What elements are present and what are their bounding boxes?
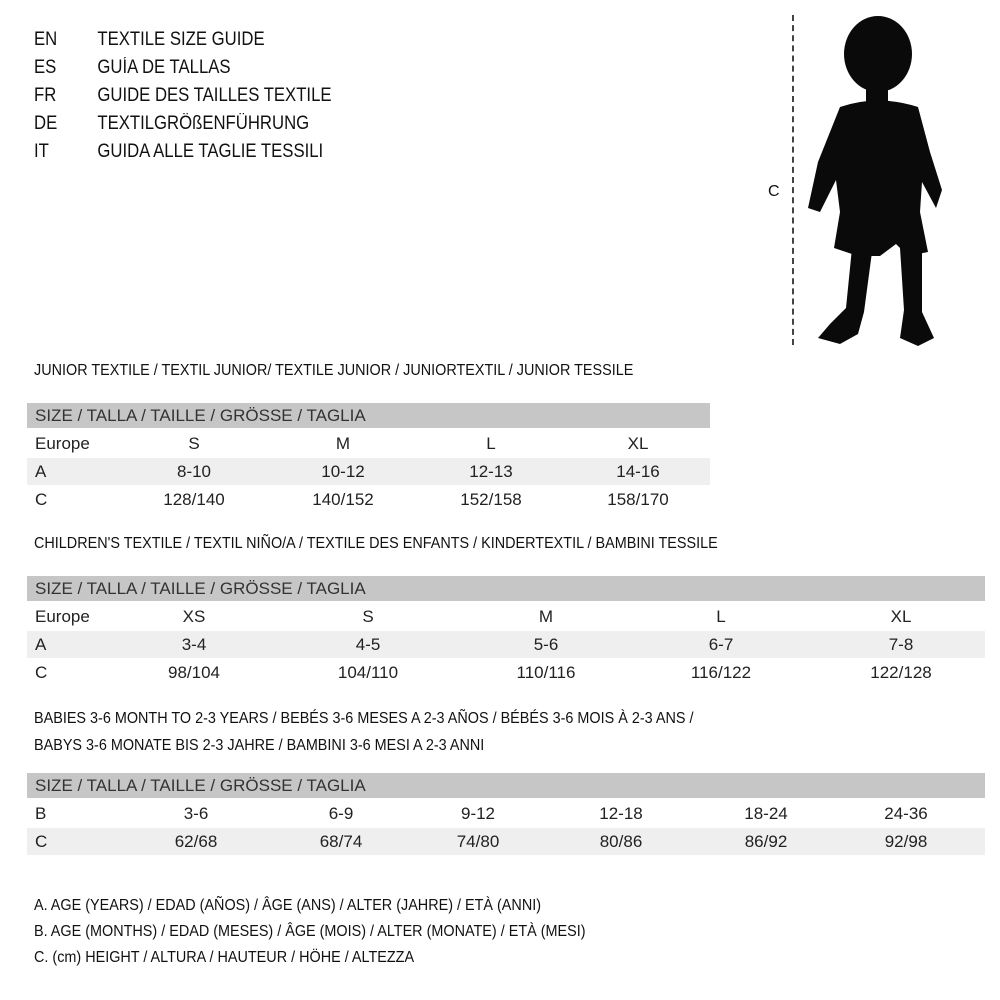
table-cell: 68/74 (319, 832, 363, 851)
table-cell: 7-8 (888, 635, 914, 654)
table-cell: 128/140 (163, 490, 225, 509)
row-label: C (35, 663, 48, 682)
language-title: TEXTILGRÖßENFÜHRUNG (97, 113, 310, 134)
junior-section-title: JUNIOR TEXTILE / TEXTIL JUNIOR/ TEXTILE … (34, 362, 634, 379)
table-row: A 8-10 10-12 12-13 14-16 (27, 458, 710, 485)
table-cell: 14-16 (616, 462, 660, 481)
table-cell: 8-10 (176, 462, 212, 481)
table-header: SIZE / TALLA / TAILLE / GRÖSSE / TAGLIA (27, 403, 710, 428)
height-measure-label: C (768, 183, 780, 200)
table-cell: 12-13 (469, 462, 513, 481)
legend-a: A. AGE (YEARS) / EDAD (AÑOS) / ÂGE (ANS)… (34, 897, 542, 914)
table-cell: 152/158 (460, 490, 522, 509)
table-cell: S (362, 607, 374, 626)
table-row: A 3-4 4-5 5-6 6-7 7-8 (27, 631, 985, 658)
table-cell: M (538, 607, 554, 626)
height-measure-line (792, 15, 794, 345)
language-code: FR (34, 85, 57, 106)
table-cell: 4-5 (355, 635, 381, 654)
table-cell: XS (182, 607, 206, 626)
table-cell: 24-36 (884, 804, 928, 823)
table-cell: 6-7 (708, 635, 734, 654)
table-header: SIZE / TALLA / TAILLE / GRÖSSE / TAGLIA (27, 576, 985, 601)
table-row: Europe XS S M L XL (27, 603, 985, 630)
child-silhouette-icon (808, 16, 942, 346)
table-row: C 62/68 68/74 74/80 80/86 86/92 92/98 (27, 828, 985, 855)
row-label: A (35, 462, 47, 481)
table-cell: 110/116 (516, 663, 576, 682)
language-title-row: FR GUIDE DES TAILLES TEXTILE (34, 85, 332, 107)
table-cell: 62/68 (174, 832, 218, 851)
table-cell: 158/170 (607, 490, 669, 509)
table-cell: 3-6 (183, 804, 209, 823)
table-cell: XL (890, 607, 912, 626)
table-cell: 116/122 (690, 663, 752, 682)
table-row: C 98/104 104/110 110/116 116/122 122/128 (27, 659, 985, 686)
table-cell: 98/104 (168, 663, 220, 682)
table-cell: 74/80 (456, 832, 500, 851)
row-label: C (35, 832, 48, 851)
language-code: DE (34, 113, 58, 134)
table-cell: M (335, 434, 351, 453)
language-title-row: IT GUIDA ALLE TAGLIE TESSILI (34, 141, 323, 163)
language-title: GUIDE DES TAILLES TEXTILE (97, 85, 332, 106)
table-row: C 128/140 140/152 152/158 158/170 (27, 486, 710, 513)
table-cell: 140/152 (312, 490, 374, 509)
table-cell: 12-18 (599, 804, 643, 823)
children-section-title: CHILDREN'S TEXTILE / TEXTIL NIÑO/A / TEX… (34, 535, 718, 552)
table-header: SIZE / TALLA / TAILLE / GRÖSSE / TAGLIA (27, 773, 985, 798)
language-title: TEXTILE SIZE GUIDE (97, 29, 265, 50)
language-title-row: EN TEXTILE SIZE GUIDE (34, 29, 265, 51)
table-cell: 122/128 (870, 663, 932, 682)
babies-section-title-line2: BABYS 3-6 MONATE BIS 2-3 JAHRE / BAMBINI… (34, 737, 485, 754)
babies-size-table: SIZE / TALLA / TAILLE / GRÖSSE / TAGLIA B… (27, 773, 985, 855)
table-cell: 86/92 (744, 832, 788, 851)
table-cell: XL (627, 434, 649, 453)
legend-c: C. (cm) HEIGHT / ALTURA / HAUTEUR / HÖHE… (34, 949, 415, 966)
table-cell: S (188, 434, 200, 453)
language-title-row: DE TEXTILGRÖßENFÜHRUNG (34, 113, 309, 135)
table-row: B 3-6 6-9 9-12 12-18 18-24 24-36 (27, 800, 985, 827)
row-label: A (35, 635, 47, 654)
table-cell: 5-6 (533, 635, 559, 654)
table-cell: L (486, 434, 496, 453)
row-label: B (35, 804, 47, 823)
language-code: EN (34, 29, 58, 50)
table-row: Europe S M L XL (27, 430, 710, 457)
table-cell: 80/86 (599, 832, 643, 851)
language-title: GUIDA ALLE TAGLIE TESSILI (97, 141, 324, 162)
table-cell: 6-9 (328, 804, 354, 823)
children-size-table: SIZE / TALLA / TAILLE / GRÖSSE / TAGLIA E… (27, 576, 985, 684)
table-cell: 3-4 (181, 635, 207, 654)
table-cell: 18-24 (744, 804, 788, 823)
language-title: GUÍA DE TALLAS (97, 57, 231, 78)
table-cell: 104/110 (337, 663, 399, 682)
row-label: Europe (35, 434, 90, 453)
language-code: IT (34, 141, 49, 162)
table-cell: 92/98 (884, 832, 928, 851)
language-title-row: ES GUÍA DE TALLAS (34, 57, 231, 79)
babies-section-title-line1: BABIES 3-6 MONTH TO 2-3 YEARS / BEBÉS 3-… (34, 710, 694, 727)
table-cell: 9-12 (460, 804, 496, 823)
row-label: C (35, 490, 48, 509)
row-label: Europe (35, 607, 90, 626)
legend-b: B. AGE (MONTHS) / EDAD (MESES) / ÂGE (MO… (34, 923, 586, 940)
table-cell: 10-12 (321, 462, 365, 481)
table-cell: L (716, 607, 726, 626)
junior-size-table: SIZE / TALLA / TAILLE / GRÖSSE / TAGLIA E… (27, 403, 710, 511)
language-code: ES (34, 57, 57, 78)
